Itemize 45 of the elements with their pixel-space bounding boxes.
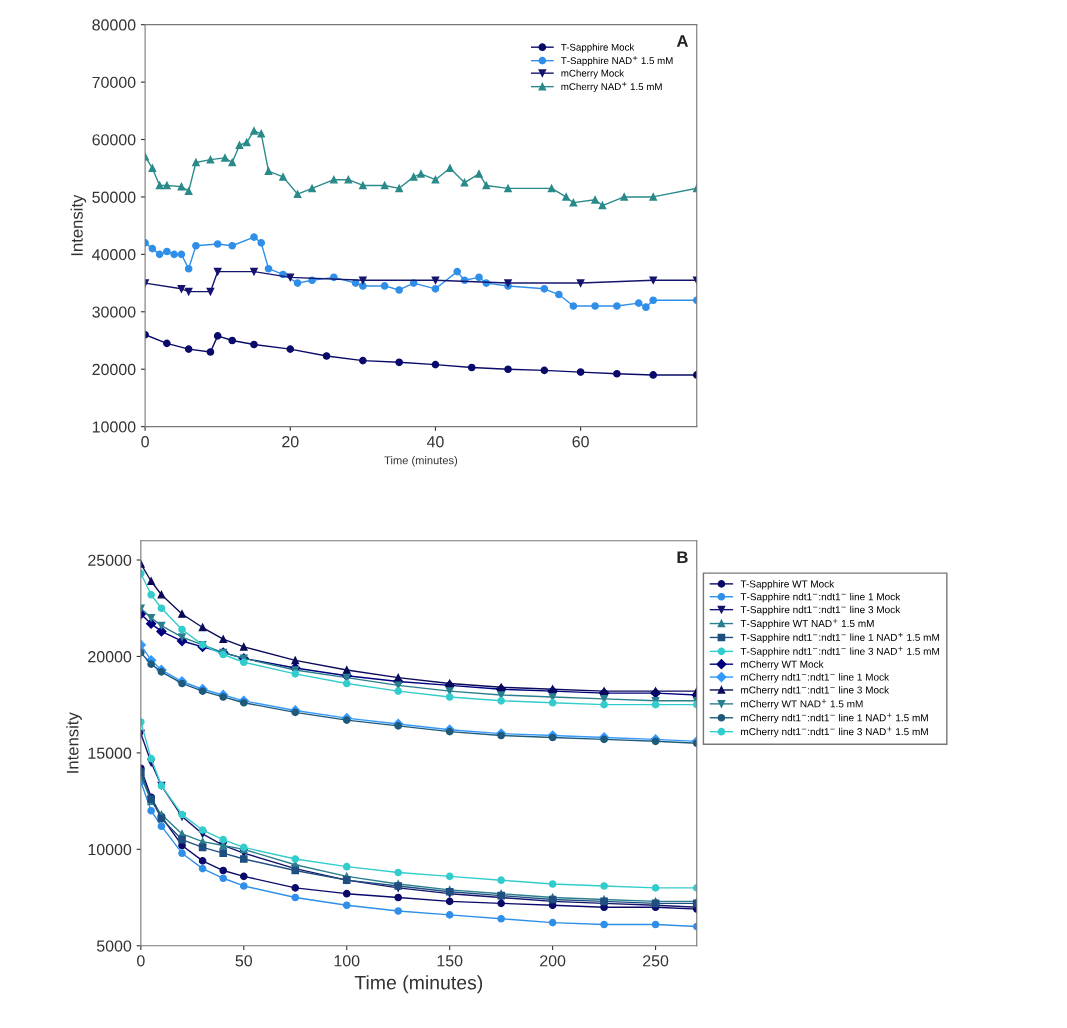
legend-label: T-Sapphire ndt1$^{−}$:ndt1$^{−}$ line 1 Mock [740, 592, 901, 603]
legend-label: T-Sapphire ndt1$^{−}$:ndt1$^{−}$ line 3 NAD$^{+}$ 1.5 mM [740, 646, 939, 657]
legend-label: mCherry WT Mock [741, 660, 824, 670]
y-tick-label: 25000 [88, 554, 132, 566]
legend-label: mCherry NAD$^{+}$ 1.5 mM [561, 81, 662, 92]
y-tick-label: 5000 [96, 940, 132, 952]
legend-label: T-Sapphire ndt1$^{−}$:ndt1$^{−}$ line 3 Mock [740, 605, 901, 616]
legend-label: mCherry WT NAD$^{+}$ 1.5 mM [741, 699, 863, 710]
legend-label: mCherry Mock [561, 69, 625, 79]
legend-label: T-Sapphire Mock [561, 43, 635, 53]
y-axis-title: Intensity [66, 712, 82, 773]
y-tick-label: 20000 [92, 363, 136, 376]
y-tick-label: 60000 [92, 134, 136, 146]
legend-label: mCherry ndt1$^{−}$:ndt1$^{−}$ line 3 NAD$^{+}$ 1.5 mM [741, 726, 928, 738]
y-axis-title: Intensity [70, 194, 87, 256]
x-tick-label: 0 [137, 955, 145, 967]
y-tick-label: 50000 [92, 191, 136, 203]
x-tick-label: 20 [282, 436, 299, 448]
legend-label: T-Sapphire NAD$^{+}$ 1.5 mM [561, 56, 673, 67]
y-tick-label: 10000 [88, 843, 132, 856]
x-axis-title: Time (minutes) [354, 975, 483, 994]
legend-label: T-Sapphire WT NAD$^{+}$ 1.5 mM [740, 618, 874, 630]
legend-label: mCherry ndt1$^{−}$:ndt1$^{−}$ line 1 NAD$^{+}$ 1.5 mM [741, 712, 928, 724]
annotation: A [676, 35, 689, 47]
x-tick-label: 200 [540, 955, 566, 967]
y-tick-label: 10000 [92, 421, 136, 433]
y-tick-label: 80000 [92, 19, 136, 31]
x-axis-title: Time (minutes) [384, 456, 458, 467]
legend-label: mCherry ndt1$^{−}$:ndt1$^{−}$ line 1 Mock [741, 673, 890, 683]
legend-label: T-Sapphire ndt1$^{−}$:ndt1$^{−}$ line 1 NAD$^{+}$ 1.5 mM [740, 632, 939, 643]
y-tick-label: 20000 [88, 651, 132, 663]
y-tick-label: 30000 [92, 306, 136, 318]
annotation: B [677, 551, 688, 563]
x-tick-label: 0 [141, 436, 149, 448]
legend-label: mCherry ndt1$^{−}$:ndt1$^{−}$ line 3 Mock [741, 686, 890, 696]
x-tick-label: 150 [437, 955, 463, 967]
legend-label: T-Sapphire WT Mock [740, 580, 835, 590]
x-tick-label: 40 [426, 436, 444, 448]
x-tick-label: 100 [334, 955, 360, 967]
x-tick-label: 50 [235, 955, 253, 967]
x-tick-label: 250 [643, 955, 669, 967]
x-tick-label: 60 [572, 436, 589, 448]
y-tick-label: 70000 [92, 76, 136, 89]
y-tick-label: 15000 [88, 747, 132, 759]
y-tick-label: 40000 [92, 248, 136, 261]
